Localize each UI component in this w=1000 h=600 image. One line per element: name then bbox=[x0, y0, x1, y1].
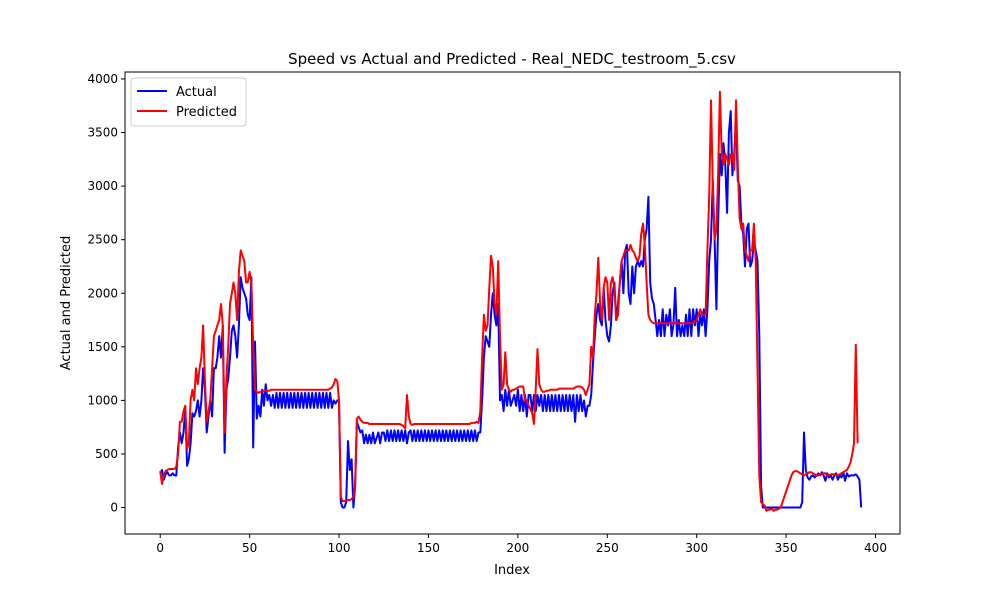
x-tick-label: 250 bbox=[596, 541, 619, 555]
y-axis: 0 500 1000 1500 2000 2500 3000 3500 4000 bbox=[87, 72, 125, 515]
series-layer bbox=[159, 90, 863, 512]
y-tick-label: 500 bbox=[95, 447, 118, 461]
x-tick-label: 0 bbox=[156, 541, 164, 555]
y-tick-label: 3500 bbox=[87, 126, 118, 140]
x-tick-label: 100 bbox=[328, 541, 351, 555]
x-tick-label: 50 bbox=[242, 541, 257, 555]
y-axis-label: Actual and Predicted bbox=[59, 236, 74, 370]
legend-label-actual: Actual bbox=[176, 85, 217, 100]
x-tick-label: 300 bbox=[685, 541, 708, 555]
y-tick-label: 0 bbox=[110, 501, 118, 515]
x-axis-label: Index bbox=[494, 563, 530, 578]
y-tick-label: 2000 bbox=[87, 286, 118, 300]
y-tick-label: 4000 bbox=[87, 72, 118, 86]
legend-label-predicted: Predicted bbox=[176, 105, 237, 120]
y-tick-label: 3000 bbox=[87, 179, 118, 193]
legend: Actual Predicted bbox=[130, 77, 247, 127]
y-tick-label: 1000 bbox=[87, 393, 118, 407]
x-axis: 0 50 100 150 200 250 300 350 400 bbox=[156, 534, 887, 555]
x-tick-label: 150 bbox=[417, 541, 440, 555]
x-tick-label: 200 bbox=[506, 541, 529, 555]
plot-area bbox=[124, 71, 901, 535]
x-tick-label: 350 bbox=[775, 541, 798, 555]
x-tick-label: 400 bbox=[864, 541, 887, 555]
y-tick-label: 2500 bbox=[87, 233, 118, 247]
series-line-actual bbox=[159, 110, 863, 509]
y-tick-label: 1500 bbox=[87, 340, 118, 354]
axes-frame bbox=[124, 71, 901, 535]
series-line-predicted bbox=[159, 90, 859, 512]
chart-title: Speed vs Actual and Predicted - Real_NED… bbox=[288, 50, 736, 69]
